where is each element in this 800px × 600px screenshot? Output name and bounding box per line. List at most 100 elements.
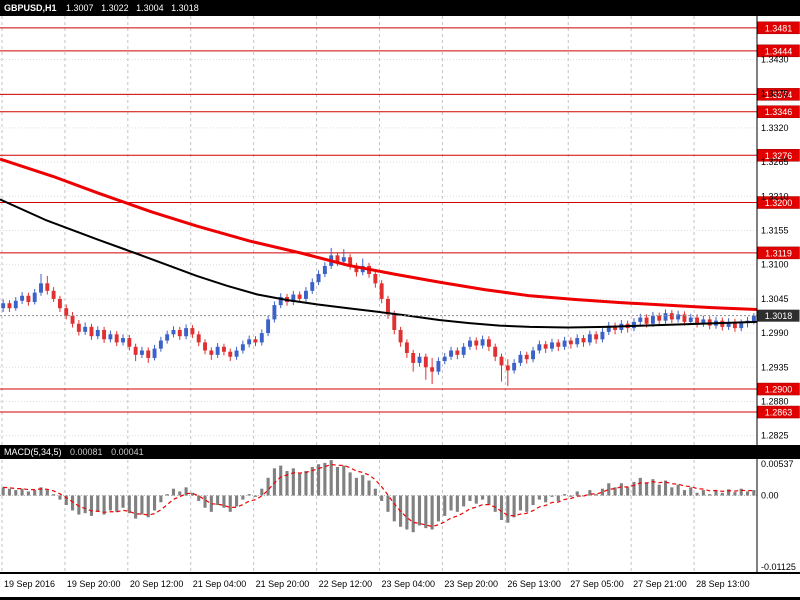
level-price-text: 1.3374 — [765, 90, 793, 100]
macd-bar — [178, 491, 182, 496]
window-bottom-edge — [0, 597, 800, 600]
candle-body — [430, 367, 435, 372]
candle-body — [45, 283, 50, 291]
candle-body — [184, 328, 189, 337]
candle-body — [669, 313, 674, 320]
macd-bar — [701, 490, 705, 496]
macd-bar — [14, 490, 18, 496]
macd-bar — [752, 490, 756, 496]
macd-bar — [228, 495, 232, 512]
macd-bar — [493, 495, 497, 512]
time-label: 21 Sep 20:00 — [256, 579, 310, 589]
candle-body — [121, 338, 125, 343]
grid — [0, 16, 757, 572]
macd-bar — [146, 495, 150, 518]
candle-body — [575, 338, 580, 345]
macd-bar — [386, 495, 390, 512]
macd-bar — [102, 495, 106, 515]
price-tick-label: 1.3430 — [761, 55, 789, 65]
macd-bar — [20, 488, 24, 496]
level-price-text: 1.3200 — [765, 198, 793, 208]
macd-bar — [70, 495, 75, 511]
macd-bar — [253, 495, 258, 497]
candle-body — [499, 356, 504, 366]
macd-bar — [361, 475, 365, 496]
macd-bar — [588, 490, 592, 496]
time-label: 27 Sep 05:00 — [570, 579, 624, 589]
macd-bar — [342, 465, 346, 496]
bid-price-box — [757, 309, 800, 322]
price-tick-label: 1.2880 — [761, 396, 789, 406]
macd-bar — [134, 495, 138, 519]
candle-body — [556, 342, 561, 347]
candle-body — [108, 334, 113, 340]
ma-red-line — [0, 157, 758, 311]
candle-body — [278, 297, 283, 306]
time-axis[interactable] — [0, 574, 800, 597]
macd-tick-label: 0.00537 — [761, 459, 794, 469]
time-label: 23 Sep 20:00 — [444, 579, 498, 589]
macd-bar — [323, 462, 327, 496]
candle-body — [594, 334, 599, 340]
candle-body — [726, 321, 731, 327]
candle-body — [411, 352, 416, 363]
candle-body — [39, 283, 43, 293]
candle-body — [32, 292, 37, 302]
candle-body — [209, 350, 214, 355]
price-tick-label: 1.3210 — [761, 191, 789, 201]
ohlc-low: 1.3004 — [136, 3, 164, 13]
candle-body — [348, 257, 353, 266]
macd-tick-label: -0.01125 — [761, 562, 796, 572]
moving-averages — [0, 157, 758, 329]
macd-bar — [708, 494, 712, 496]
macd-bar — [449, 495, 453, 511]
macd-bar — [272, 468, 276, 496]
candle-body — [247, 339, 252, 345]
candle-body — [26, 295, 31, 302]
macd-bar — [550, 495, 554, 497]
candle-body — [127, 338, 132, 347]
candle-body — [650, 315, 655, 324]
price-tick-label: 1.2990 — [761, 328, 789, 338]
chart-title-bar: GBPUSD,H1 1.3007 1.3022 1.3004 1.3018 — [0, 0, 800, 16]
macd-bar — [203, 495, 207, 508]
macd-bar — [367, 480, 371, 496]
candle-body — [379, 283, 384, 299]
macd-bar — [581, 495, 586, 497]
candle-body — [739, 322, 744, 329]
macd-bar — [304, 471, 308, 496]
macd-bar — [45, 490, 49, 496]
macd-bar — [487, 495, 491, 506]
time-label: 28 Sep 13:00 — [696, 579, 750, 589]
ohlc-close: 1.3018 — [171, 3, 199, 13]
candle-body — [253, 339, 258, 343]
candle-body — [493, 346, 498, 357]
macd-bar — [335, 466, 340, 496]
macd-bar — [626, 487, 630, 496]
macd-bar — [682, 490, 687, 496]
macd-bar — [260, 488, 264, 496]
level-price-text: 1.2863 — [765, 408, 793, 418]
candle-body — [310, 282, 315, 291]
candle-body — [682, 314, 687, 322]
bid-price-text: 1.3018 — [765, 311, 793, 321]
candle-body — [139, 350, 144, 355]
candle-body — [190, 328, 195, 335]
level-price-text: 1.3276 — [765, 151, 793, 161]
macd-bar — [512, 495, 516, 518]
candle-body — [335, 255, 340, 262]
candle-body — [449, 350, 453, 357]
macd-bar — [607, 483, 611, 496]
macd-indicator-label: MACD(5,34,5) — [4, 447, 62, 457]
macd-bar — [733, 492, 737, 496]
macd-bar — [348, 472, 352, 496]
candle-body — [102, 329, 107, 340]
candle-body — [95, 329, 100, 337]
candle-body — [297, 294, 302, 299]
time-label: 26 Sep 13:00 — [507, 579, 561, 589]
macd-bar — [657, 484, 661, 496]
candle-body — [562, 340, 567, 347]
macd-bar — [354, 477, 358, 496]
price-tick-label: 1.3045 — [761, 294, 789, 304]
